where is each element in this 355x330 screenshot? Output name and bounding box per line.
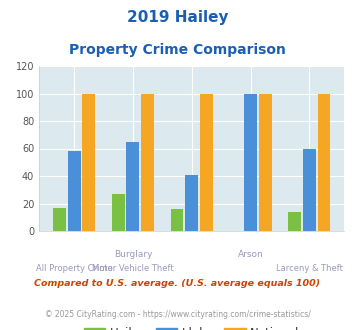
Bar [170,209,184,231]
Text: 2019 Hailey: 2019 Hailey [127,10,228,25]
Bar [259,93,272,231]
Bar [112,194,125,231]
Bar [303,148,316,231]
Bar [68,151,81,231]
Bar [141,93,154,231]
Bar [200,93,213,231]
Bar [126,142,140,231]
Bar [317,93,331,231]
Bar [185,175,198,231]
Legend: Hailey, Idaho, National: Hailey, Idaho, National [79,323,304,330]
Text: Property Crime Comparison: Property Crime Comparison [69,43,286,57]
Text: Motor Vehicle Theft: Motor Vehicle Theft [92,264,174,273]
Text: Arson: Arson [237,250,263,259]
Bar [53,208,66,231]
Bar [288,212,301,231]
Text: Burglary: Burglary [114,250,152,259]
Bar [82,93,95,231]
Text: Compared to U.S. average. (U.S. average equals 100): Compared to U.S. average. (U.S. average … [34,279,321,288]
Bar [244,93,257,231]
Text: Larceny & Theft: Larceny & Theft [276,264,343,273]
Text: © 2025 CityRating.com - https://www.cityrating.com/crime-statistics/: © 2025 CityRating.com - https://www.city… [45,310,310,319]
Text: All Property Crime: All Property Crime [36,264,113,273]
